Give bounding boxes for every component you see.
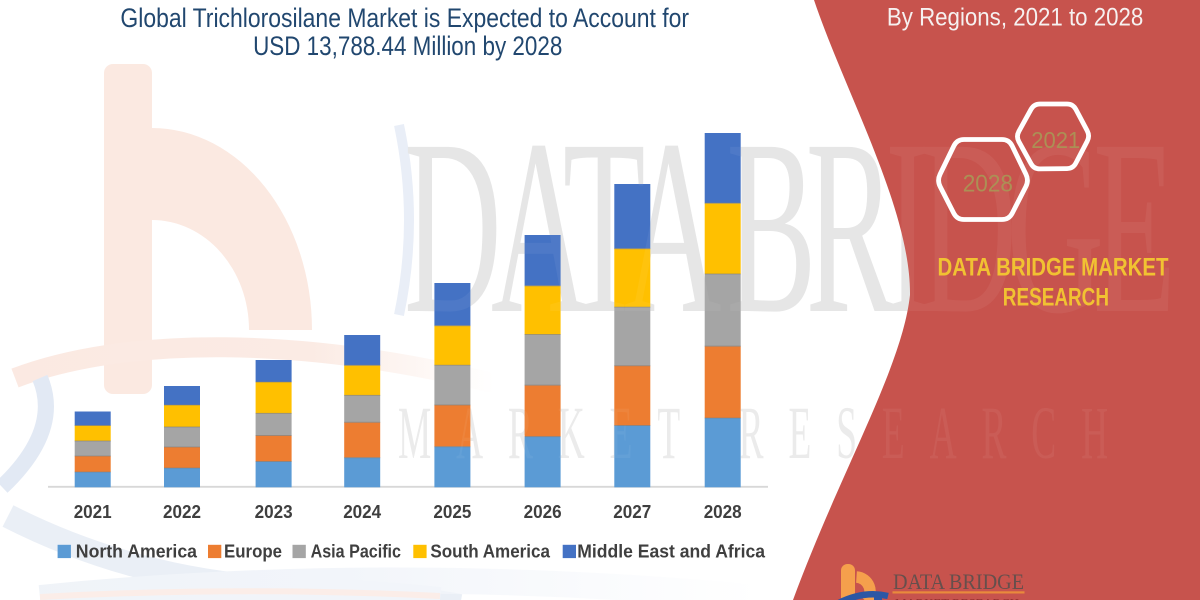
svg-text:2024: 2024 [343, 502, 381, 522]
svg-text:2028: 2028 [963, 171, 1013, 198]
svg-text:Europe: Europe [224, 542, 282, 562]
svg-text:2028: 2028 [704, 502, 742, 522]
svg-text:Global Trichlorosilane Market: Global Trichlorosilane Market is Expecte… [120, 3, 689, 33]
svg-text:DATA BRIDGE: DATA BRIDGE [404, 88, 1169, 366]
svg-text:RESEARCH: RESEARCH [1003, 284, 1109, 312]
svg-text:Middle East and Africa: Middle East and Africa [577, 542, 766, 562]
svg-text:MARKET RESEARCH: MARKET RESEARCH [895, 596, 1019, 600]
svg-text:Asia Pacific: Asia Pacific [311, 542, 401, 562]
svg-text:South America: South America [430, 542, 551, 562]
svg-text:2026: 2026 [524, 502, 562, 522]
svg-text:DATA BRIDGE MARKET: DATA BRIDGE MARKET [938, 253, 1169, 281]
svg-text:2025: 2025 [433, 502, 471, 522]
svg-text:DATA BRIDGE: DATA BRIDGE [893, 569, 1024, 594]
svg-text:2021: 2021 [1031, 127, 1080, 153]
svg-text:North America: North America [76, 542, 198, 562]
svg-text:2022: 2022 [163, 502, 201, 522]
svg-text:USD 13,788.44 Million by 2028: USD 13,788.44 Million by 2028 [253, 31, 562, 61]
svg-text:2023: 2023 [255, 502, 293, 522]
svg-text:2027: 2027 [613, 502, 651, 522]
svg-text:By Regions, 2021 to 2028: By Regions, 2021 to 2028 [887, 4, 1143, 32]
svg-text:MARKET RESEARCH: MARKET RESEARCH [398, 391, 1133, 475]
svg-text:2021: 2021 [74, 502, 112, 522]
